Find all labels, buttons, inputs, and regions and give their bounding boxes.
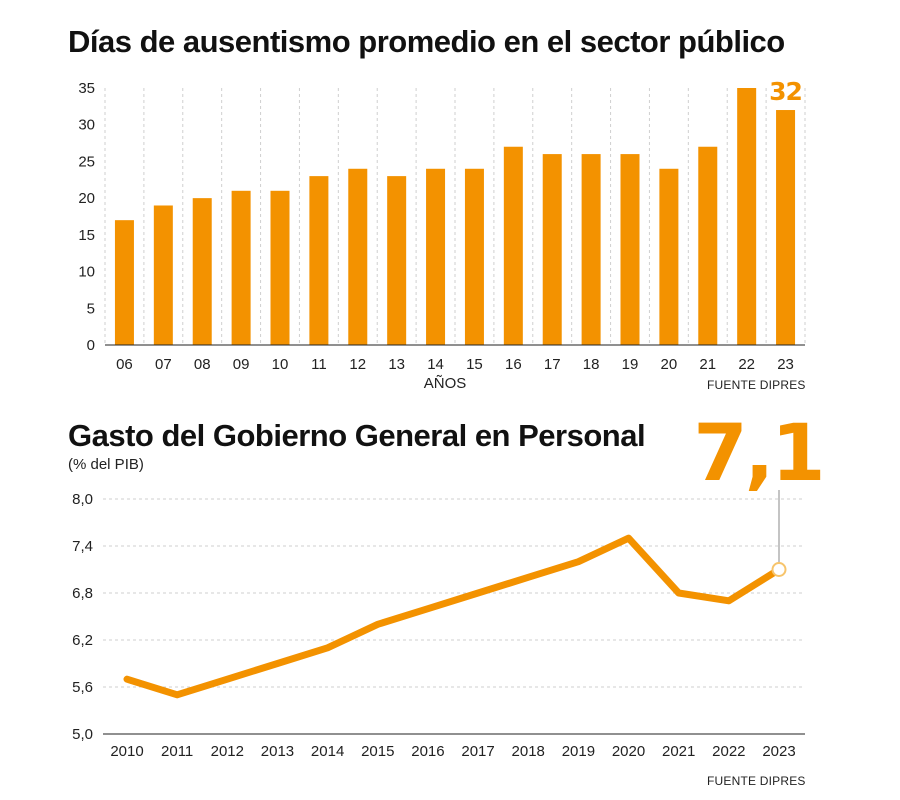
line-x-tick-label: 2016 (411, 743, 444, 760)
line-chart-subtitle: (% del PIB) (68, 456, 144, 473)
line-highlight-label: 7,1 (693, 409, 822, 499)
bar-x-tick-label: 08 (194, 356, 211, 373)
bar-y-tick-label: 15 (78, 227, 95, 244)
bar (426, 168, 446, 345)
bar-x-tick-label: 10 (272, 356, 289, 373)
line-y-tick-label: 5,0 (72, 726, 93, 743)
bar-highlight-label: 32 (769, 77, 802, 106)
line-chart-source: FUENTE DIPRES (707, 774, 806, 788)
line-y-tick-label: 8,0 (72, 491, 93, 508)
bar (776, 110, 796, 346)
bar-x-tick-label: 15 (466, 356, 483, 373)
bar (231, 190, 251, 345)
bar (737, 88, 757, 345)
bar (192, 198, 212, 345)
bar-chart-source: FUENTE DIPRES (707, 378, 806, 392)
bar-x-tick-label: 23 (777, 356, 794, 373)
bar-x-tick-label: 07 (155, 356, 172, 373)
bar (581, 154, 601, 345)
bar (309, 176, 329, 345)
bar-y-tick-label: 0 (87, 337, 95, 354)
bar-y-tick-label: 35 (78, 80, 95, 97)
bar-y-tick-label: 25 (78, 153, 95, 170)
bar (153, 205, 173, 345)
bar-chart-title: Días de ausentismo promedio en el sector… (68, 24, 785, 59)
line-x-tick-label: 2020 (612, 743, 645, 760)
bar (387, 176, 407, 345)
bar-y-tick-label: 10 (78, 264, 95, 281)
line-series (123, 534, 783, 699)
line-y-tick-label: 5,6 (72, 679, 93, 696)
bar-x-tick-label: 22 (738, 356, 755, 373)
bar-x-tick-label: 09 (233, 356, 250, 373)
bar-x-tick-label: 19 (622, 356, 639, 373)
bar (270, 190, 290, 345)
bar (698, 146, 718, 345)
line-highlight-point (771, 562, 787, 577)
bar (542, 154, 562, 345)
line-x-tick-label: 2017 (461, 743, 494, 760)
line-x-tick-label: 2019 (562, 743, 595, 760)
line-x-tick-label: 2018 (512, 743, 545, 760)
line-y-tick-label: 6,2 (72, 632, 93, 649)
bar-x-tick-label: 18 (583, 356, 600, 373)
bar-x-tick-label: 21 (699, 356, 716, 373)
bar (659, 168, 679, 345)
line-x-tick-label: 2012 (211, 743, 244, 760)
line-x-tick-label: 2015 (361, 743, 394, 760)
bar-x-tick-label: 16 (505, 356, 522, 373)
line-y-tick-label: 7,4 (72, 538, 93, 555)
bar-x-tick-label: 20 (661, 356, 678, 373)
bar-x-tick-label: 11 (311, 356, 327, 373)
bar (464, 168, 484, 345)
bar (620, 154, 640, 345)
line-x-tick-label: 2021 (662, 743, 695, 760)
bar (503, 146, 523, 345)
bar-x-tick-label: 17 (544, 356, 561, 373)
bar-x-tick-label: 13 (388, 356, 405, 373)
line-x-tick-label: 2011 (161, 743, 193, 760)
bar-x-tick-label: 06 (116, 356, 133, 373)
bar-x-tick-label: 12 (349, 356, 366, 373)
line-x-tick-label: 2010 (110, 743, 143, 760)
bar-y-tick-label: 5 (87, 300, 95, 317)
line-x-tick-label: 2023 (762, 743, 795, 760)
line-x-tick-label: 2022 (712, 743, 745, 760)
bar (114, 220, 134, 345)
line-chart-title: Gasto del Gobierno General en Personal (68, 418, 646, 453)
bar-x-tick-label: 14 (427, 356, 444, 373)
bar-y-tick-label: 20 (78, 190, 95, 207)
line-y-tick-label: 6,8 (72, 585, 93, 602)
bar-x-axis-label: AÑOS (424, 375, 467, 392)
bar (348, 168, 368, 345)
line-x-tick-label: 2014 (311, 743, 344, 760)
bar-y-tick-label: 30 (78, 117, 95, 134)
line-x-tick-label: 2013 (261, 743, 294, 760)
